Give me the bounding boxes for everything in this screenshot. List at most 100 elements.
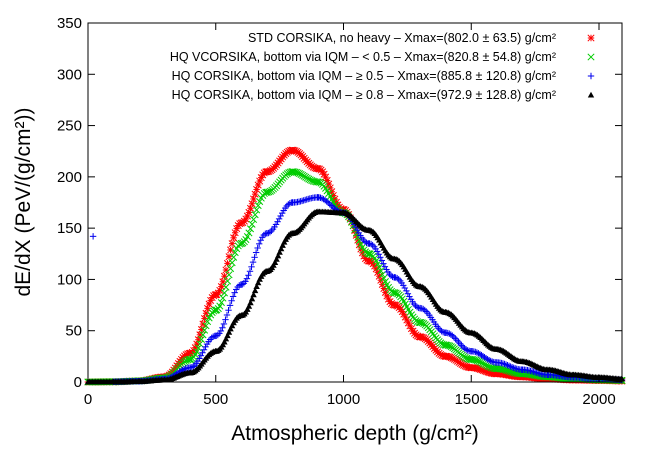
curve-point <box>217 298 225 307</box>
curve-point <box>248 200 256 208</box>
curve-point <box>251 287 259 294</box>
y-tick-label: 350 <box>57 15 82 32</box>
curve-point <box>254 244 261 252</box>
curve-point <box>223 277 232 285</box>
curve-point <box>438 328 445 335</box>
curve-point <box>499 360 507 367</box>
curve-point <box>378 257 386 264</box>
curve-point <box>228 259 236 267</box>
legend-entry: HQ VCORSIKA, bottom via IQM – < 0.5 – Xm… <box>170 50 595 64</box>
curve-point <box>387 272 395 279</box>
axis-ticks: 0 500 1000 1500 2000 0 50 100 150 200 250 300 350 <box>57 15 622 408</box>
curve-point <box>618 375 625 382</box>
curve-point <box>257 237 264 244</box>
legend-marker <box>587 72 595 80</box>
legend-label: HQ VCORSIKA, bottom via IQM – < 0.5 – Xm… <box>170 50 556 64</box>
curve-point <box>266 228 274 236</box>
curve-point <box>226 302 234 309</box>
curve-point <box>369 241 376 249</box>
curve-point <box>453 337 461 344</box>
curve-point <box>502 361 510 368</box>
curve-point <box>255 240 263 248</box>
curve-point <box>380 260 387 267</box>
curve-point <box>227 325 234 332</box>
curve-point <box>253 206 261 214</box>
x-tick-label: 1500 <box>455 391 488 408</box>
curve-point <box>377 254 384 261</box>
curve-point <box>413 303 421 311</box>
curve-point <box>458 342 465 349</box>
y-tick-label: 150 <box>57 220 82 237</box>
curve-point <box>225 307 232 314</box>
curve-point <box>222 316 229 323</box>
curve-point <box>199 331 207 339</box>
curve-point <box>378 270 386 279</box>
curve-point <box>243 233 251 241</box>
curve-point <box>205 300 213 308</box>
curve-point <box>510 364 517 372</box>
curve-point <box>418 305 425 312</box>
legend-label: STD CORSIKA, no heavy – Xmax=(802.0 ± 63… <box>248 31 556 45</box>
curve-point <box>236 282 243 289</box>
x-tick-label: 500 <box>203 391 228 408</box>
curve-point <box>217 327 225 335</box>
curve-point <box>439 328 447 336</box>
curve-point <box>354 226 361 234</box>
curve-point <box>219 324 226 331</box>
curve-point <box>277 245 285 252</box>
curve-point <box>403 287 410 295</box>
curve-point <box>254 201 262 210</box>
curve-point <box>381 263 389 270</box>
curve-point <box>392 289 400 297</box>
curve-point <box>231 249 239 257</box>
curve-point <box>508 364 516 371</box>
curve-point <box>274 218 281 225</box>
curve-point <box>219 294 227 302</box>
curve-point <box>452 335 459 342</box>
y-tick-label: 50 <box>65 323 82 340</box>
curve-point <box>276 249 283 255</box>
curve-point <box>367 240 375 248</box>
curve-point <box>504 362 511 369</box>
curve-point <box>328 202 335 209</box>
curve-point <box>472 348 479 356</box>
curve-point <box>230 253 238 261</box>
curve-point <box>374 248 381 255</box>
x-tick-label: 0 <box>84 391 92 408</box>
curve-point <box>228 297 235 304</box>
curve-point <box>220 289 228 297</box>
curve-point <box>286 200 294 207</box>
curve-point <box>228 322 236 329</box>
curve-point <box>395 276 402 283</box>
curve-point <box>283 202 290 210</box>
curve-point <box>223 311 231 319</box>
curve-point <box>197 352 205 359</box>
curve-point <box>507 363 514 370</box>
curve-point <box>455 338 462 346</box>
curve-point <box>274 252 282 259</box>
curve-point <box>222 335 230 342</box>
curve-point <box>393 274 401 282</box>
curve-point <box>230 234 238 242</box>
curve-point <box>224 332 231 339</box>
curve-point <box>256 276 263 282</box>
x-axis-label: Atmospheric depth (g/cm²) <box>231 422 478 445</box>
curve-point <box>193 348 201 356</box>
curve-point <box>380 274 388 282</box>
legend-entry: HQ CORSIKA, bottom via IQM – ≥ 0.5 – Xma… <box>172 69 595 83</box>
y-tick-label: 300 <box>57 66 82 83</box>
curve-point <box>239 281 246 288</box>
curve-point <box>406 293 413 300</box>
curve-point <box>312 178 320 186</box>
curve-point <box>485 356 493 364</box>
curve-point <box>271 259 279 265</box>
curve-point <box>221 338 228 345</box>
curve-point <box>251 190 259 198</box>
curve-point <box>254 279 262 286</box>
curve-point <box>200 346 208 353</box>
series-1 <box>84 146 626 386</box>
curve-point <box>190 363 197 370</box>
curve-point <box>248 263 255 271</box>
curve-point <box>251 211 259 219</box>
